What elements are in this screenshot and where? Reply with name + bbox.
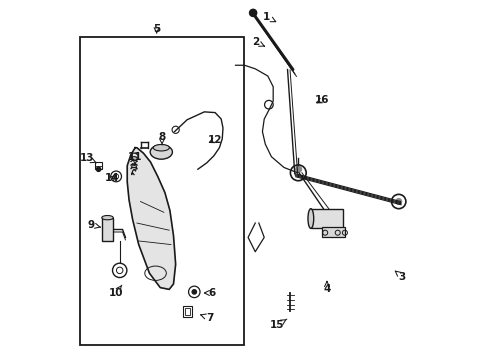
Bar: [102, 218, 113, 241]
Circle shape: [249, 9, 256, 17]
Bar: [310, 209, 343, 228]
Text: 15: 15: [269, 319, 286, 330]
Circle shape: [192, 290, 196, 294]
Text: 8: 8: [158, 132, 165, 145]
Text: 9: 9: [87, 220, 100, 230]
Ellipse shape: [153, 144, 169, 151]
Text: 3: 3: [394, 271, 405, 282]
Text: 2: 2: [251, 37, 264, 47]
Bar: [183, 306, 192, 317]
Circle shape: [96, 167, 101, 171]
Bar: [321, 227, 344, 237]
Bar: [80, 37, 244, 345]
Circle shape: [395, 199, 401, 204]
Text: 13: 13: [79, 153, 97, 163]
Text: 16: 16: [314, 95, 328, 105]
Bar: [184, 308, 190, 315]
Text: 1: 1: [262, 12, 275, 22]
Ellipse shape: [102, 216, 113, 220]
Ellipse shape: [307, 209, 313, 228]
Text: 14: 14: [105, 173, 120, 183]
Bar: [94, 162, 102, 169]
Text: 11: 11: [128, 152, 142, 165]
Text: 12: 12: [207, 135, 222, 145]
Text: 7: 7: [200, 313, 214, 323]
Text: 6: 6: [204, 288, 215, 298]
Ellipse shape: [150, 145, 172, 159]
Circle shape: [295, 166, 301, 172]
Text: 10: 10: [109, 285, 123, 298]
Text: 5: 5: [153, 24, 160, 35]
Text: 4: 4: [323, 281, 330, 294]
Polygon shape: [127, 148, 175, 289]
